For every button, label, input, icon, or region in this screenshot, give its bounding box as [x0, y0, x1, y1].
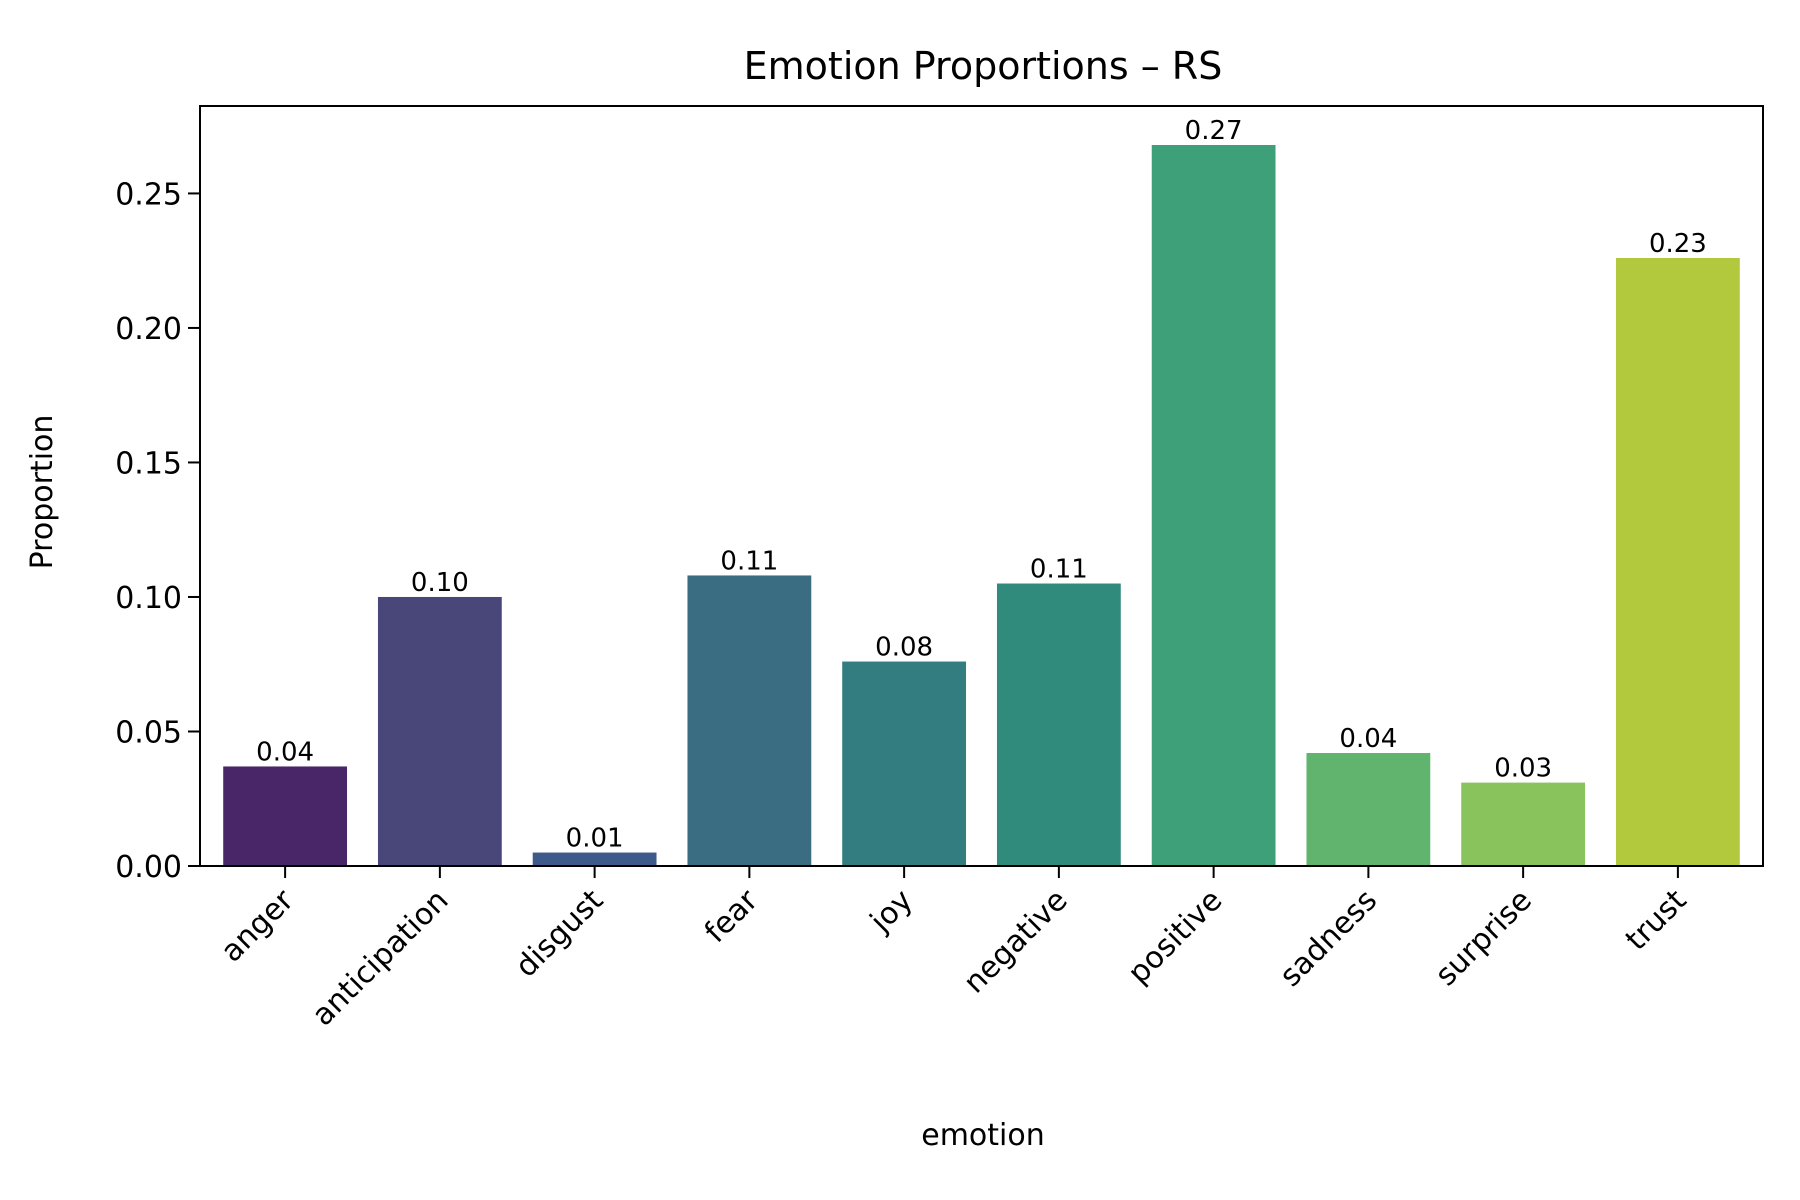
bar-negative	[996, 583, 1121, 866]
y-tick-label-5: 0.25	[115, 177, 182, 212]
y-axis: 0.00 0.05 0.10 0.15 0.20 0.25	[115, 177, 200, 885]
x-tick-label-joy: joy	[863, 883, 920, 940]
x-axis: anger anticipation disgust fear joy negative p…	[214, 866, 1694, 1033]
bar-positive	[1151, 145, 1276, 866]
x-tick-label-anger: anger	[214, 882, 301, 969]
bar-label-surprise: 0.03	[1494, 754, 1552, 784]
x-tick-label-sadness: sadness	[1273, 883, 1384, 994]
bar-label-sadness: 0.04	[1339, 724, 1397, 754]
bar-trust	[1615, 258, 1740, 866]
x-tick-label-trust: trust	[1619, 883, 1694, 958]
bar-disgust	[532, 852, 657, 866]
x-tick-label-negative: negative	[957, 883, 1075, 1001]
y-tick-label-4: 0.20	[115, 312, 182, 347]
bar-sadness	[1306, 753, 1431, 866]
bar-label-joy: 0.08	[875, 633, 933, 663]
y-axis-label: Proportion	[25, 415, 60, 570]
bar-label-anticipation: 0.10	[411, 568, 469, 598]
x-tick-label-positive: positive	[1121, 883, 1229, 991]
bar-label-disgust: 0.01	[566, 824, 624, 854]
x-tick-label-fear: fear	[698, 882, 765, 949]
bar-label-trust: 0.23	[1649, 229, 1707, 259]
bar-label-anger: 0.04	[256, 737, 314, 767]
bar-fear	[687, 575, 812, 866]
bar-surprise	[1461, 782, 1586, 866]
bar-joy	[842, 661, 967, 866]
x-tick-label-surprise: surprise	[1429, 883, 1539, 993]
plot-frame	[199, 105, 1764, 867]
bar-label-positive: 0.27	[1185, 116, 1243, 146]
x-tick-label-disgust: disgust	[509, 883, 611, 985]
x-tick-label-anticipation: anticipation	[305, 883, 455, 1033]
bar-anticipation	[377, 596, 502, 866]
y-tick-label-3: 0.15	[115, 446, 182, 481]
chart-title: Emotion Proportions – RS	[744, 44, 1223, 88]
bars-group	[223, 145, 1740, 866]
bar-label-negative: 0.11	[1030, 555, 1088, 585]
bar-labels-group: 0.04 0.10 0.01 0.11 0.08 0.11 0.27 0.04 0.03 0.23	[256, 116, 1707, 854]
x-axis-label: emotion	[921, 1118, 1045, 1153]
y-tick-label-2: 0.10	[115, 581, 182, 616]
bar-anger	[223, 766, 348, 866]
y-tick-label-0: 0.00	[115, 850, 182, 885]
bar-label-fear: 0.11	[720, 546, 778, 576]
y-tick-label-1: 0.05	[115, 715, 182, 750]
